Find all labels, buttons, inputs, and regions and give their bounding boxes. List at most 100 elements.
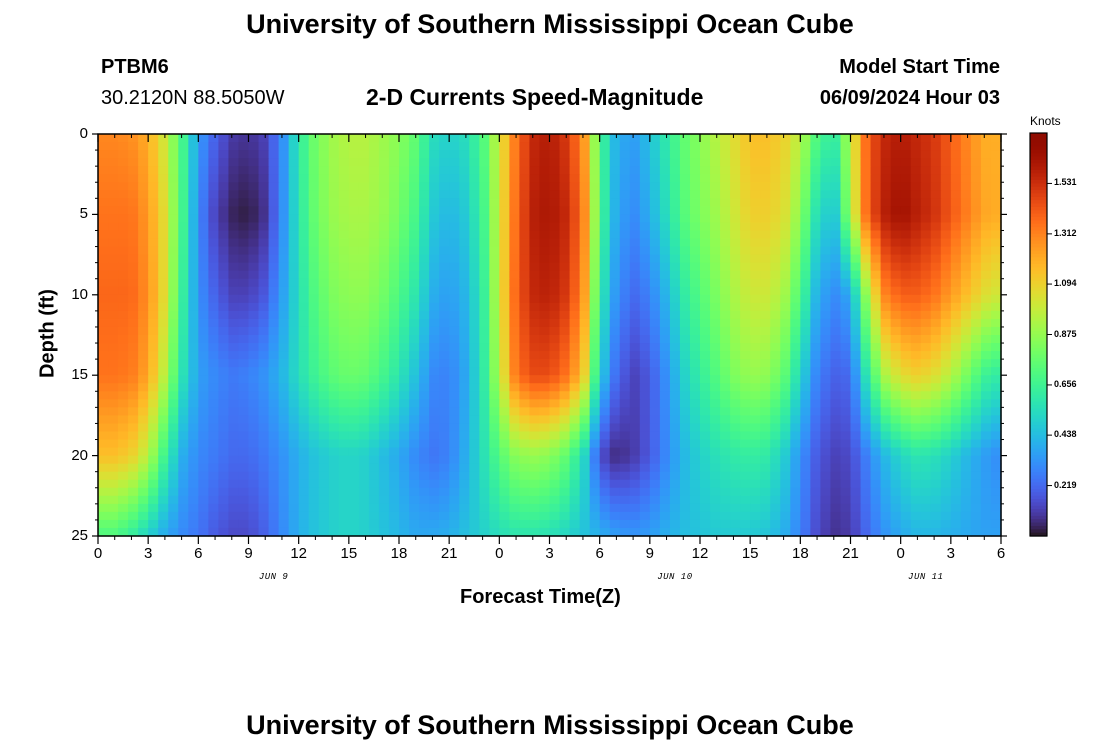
heatmap-cell — [930, 351, 942, 360]
heatmap-cell — [599, 399, 611, 408]
heatmap-cell — [669, 182, 681, 191]
heatmap-cell — [278, 391, 290, 400]
heatmap-cell — [489, 270, 500, 280]
heatmap-cell — [790, 254, 801, 264]
heatmap-cell — [138, 335, 149, 344]
heatmap-cell — [318, 351, 330, 360]
heatmap-cell — [840, 431, 852, 441]
heatmap-cell — [338, 270, 350, 280]
heatmap-cell — [760, 471, 771, 481]
heatmap-cell — [639, 375, 651, 384]
heatmap-cell — [760, 310, 771, 320]
heatmap-cell — [148, 351, 159, 360]
heatmap-cell — [308, 310, 320, 320]
heatmap-cell — [830, 383, 842, 392]
heatmap-cell — [960, 479, 972, 489]
heatmap-cell — [178, 463, 189, 473]
heatmap-cell — [800, 294, 811, 304]
heatmap-cell — [800, 431, 811, 441]
heatmap-cell — [970, 335, 982, 344]
heatmap-cell — [368, 471, 380, 481]
heatmap-cell — [770, 190, 781, 199]
heatmap-cell — [168, 519, 179, 529]
heatmap-cell — [98, 367, 109, 376]
heatmap-cell — [188, 190, 199, 199]
heatmap-cell — [780, 246, 791, 256]
heatmap-cell — [278, 174, 290, 183]
colorbar-cell — [1030, 334, 1047, 339]
heatmap-cell — [649, 495, 661, 505]
heatmap-cell — [308, 335, 320, 344]
heatmap-cell — [710, 286, 721, 296]
heatmap-cell — [368, 278, 380, 288]
y-tick-label: 0 — [79, 125, 88, 142]
heatmap-cell — [298, 150, 310, 159]
heatmap-cell — [198, 431, 209, 441]
heatmap-cell — [399, 270, 410, 280]
heatmap-cell — [970, 134, 982, 143]
heatmap-cell — [629, 455, 641, 465]
heatmap-cell — [248, 383, 260, 392]
heatmap-cell — [870, 463, 882, 473]
heatmap-cell — [860, 463, 872, 473]
heatmap-cell — [900, 190, 912, 199]
heatmap-cell — [419, 238, 430, 248]
heatmap-cell — [720, 134, 731, 143]
heatmap-cell — [569, 150, 581, 159]
heatmap-cell — [298, 294, 310, 304]
heatmap-cell — [579, 495, 591, 505]
heatmap-cell — [318, 302, 330, 312]
heatmap-cell — [228, 294, 240, 304]
heatmap-cell — [459, 302, 470, 312]
heatmap-cell — [619, 278, 631, 288]
heatmap-cell — [278, 455, 290, 465]
heatmap-cell — [388, 447, 400, 457]
colorbar-cell — [1030, 499, 1047, 504]
heatmap-cell — [669, 351, 681, 360]
heatmap-cell — [148, 367, 159, 376]
heatmap-cell — [730, 503, 741, 513]
heatmap-cell — [128, 431, 139, 441]
heatmap-cell — [338, 174, 350, 183]
heatmap-cell — [890, 335, 902, 344]
heatmap-cell — [920, 375, 932, 384]
heatmap-cell — [258, 415, 270, 425]
heatmap-cell — [218, 238, 230, 248]
heatmap-cell — [910, 447, 922, 457]
heatmap-cell — [328, 238, 340, 248]
heatmap-cell — [880, 415, 892, 425]
heatmap-cell — [128, 142, 139, 151]
heatmap-cell — [499, 471, 510, 481]
heatmap-cell — [810, 407, 821, 416]
heatmap-cell — [479, 222, 490, 232]
heatmap-cell — [348, 447, 360, 457]
heatmap-cell — [108, 174, 119, 183]
heatmap-cell — [930, 166, 942, 175]
heatmap-cell — [449, 214, 460, 224]
heatmap-cell — [479, 278, 490, 288]
heatmap-cell — [980, 343, 992, 352]
heatmap-cell — [138, 190, 149, 199]
heatmap-cell — [419, 351, 430, 360]
heatmap-cell — [288, 343, 300, 352]
heatmap-cell — [338, 351, 350, 360]
heatmap-cell — [669, 359, 681, 368]
colorbar-cell — [1030, 294, 1047, 299]
heatmap-cell — [328, 166, 340, 175]
heatmap-cell — [378, 503, 390, 513]
heatmap-cell — [519, 262, 531, 272]
heatmap-cell — [710, 495, 721, 505]
heatmap-cell — [950, 375, 962, 384]
heatmap-cell — [318, 142, 330, 151]
heatmap-cell — [168, 174, 179, 183]
heatmap-cell — [539, 487, 551, 497]
heatmap-cell — [830, 206, 842, 215]
heatmap-cell — [419, 431, 430, 441]
heatmap-cell — [569, 359, 581, 368]
station-id: PTBM6 — [101, 56, 169, 78]
heatmap-cell — [740, 318, 751, 328]
heatmap-cell — [509, 278, 520, 288]
heatmap-cell — [378, 238, 390, 248]
heatmap-cell — [920, 198, 932, 207]
heatmap-cell — [940, 310, 952, 320]
